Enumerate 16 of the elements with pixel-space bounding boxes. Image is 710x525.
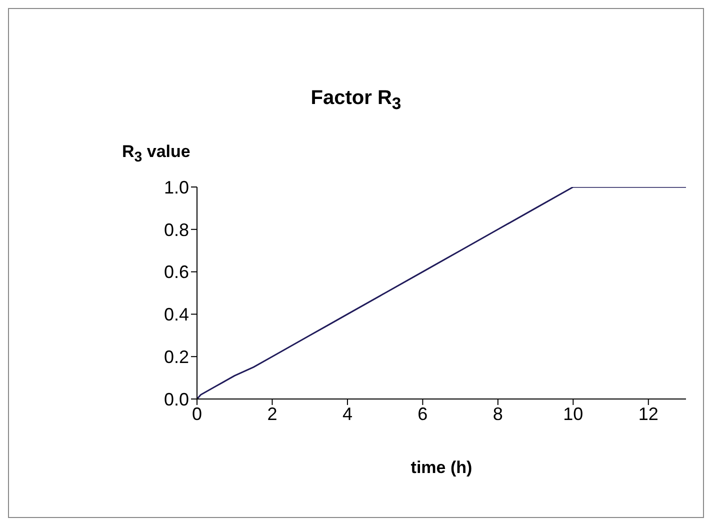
y-tick-label: 0.8	[164, 220, 189, 240]
x-tick-label: 4	[342, 404, 352, 424]
x-tick-label: 0	[192, 404, 202, 424]
y-tick-label: 0.4	[164, 304, 189, 325]
chart-title: Factor R$_{3}$	[310, 87, 402, 114]
x-axis-title: time (h)	[410, 458, 472, 477]
x-tick-label: 12	[638, 404, 658, 424]
y-tick-label: 0.2	[164, 346, 189, 367]
y-axis-title: R$_{3}$ value	[122, 142, 190, 166]
x-tick-label: 8	[492, 404, 503, 424]
y-tick-label: 1.0	[164, 177, 189, 198]
y-tick-label: 0.0	[164, 389, 189, 410]
x-tick-label: 6	[418, 404, 428, 424]
x-tick-label: 2	[267, 404, 278, 424]
x-tick-label: 10	[563, 404, 584, 424]
y-tick-label: 0.6	[164, 262, 189, 282]
